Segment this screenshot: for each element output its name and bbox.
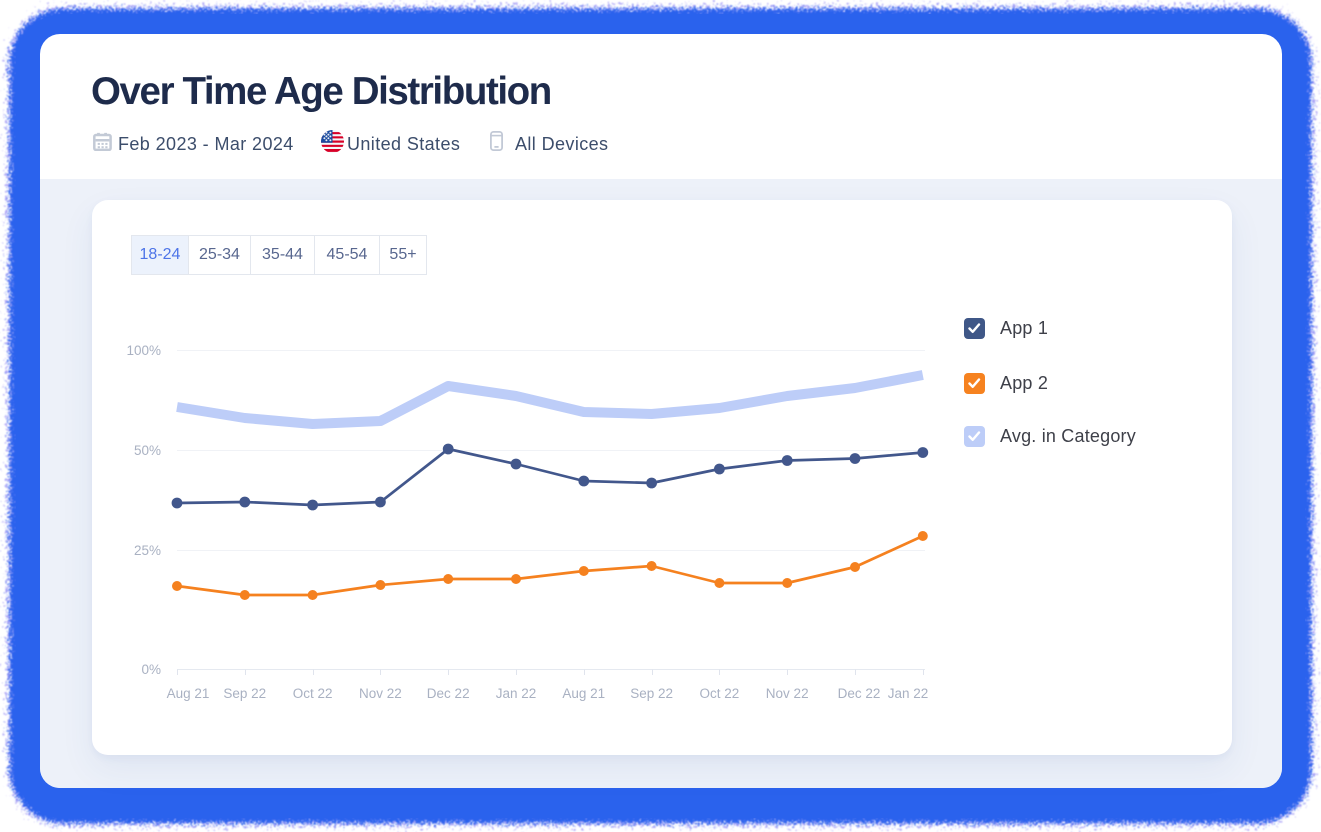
svg-text:Nov 22: Nov 22 (766, 686, 809, 701)
svg-text:Sep 22: Sep 22 (630, 686, 673, 701)
svg-text:Dec 22: Dec 22 (427, 686, 470, 701)
svg-text:Dec 22: Dec 22 (838, 686, 881, 701)
svg-text:100%: 100% (126, 343, 161, 358)
svg-text:Aug 21: Aug 21 (167, 686, 210, 701)
svg-text:Jan 22: Jan 22 (496, 686, 537, 701)
svg-text:50%: 50% (134, 443, 161, 458)
svg-text:Nov 22: Nov 22 (359, 686, 402, 701)
svg-text:Sep 22: Sep 22 (223, 686, 266, 701)
svg-text:0%: 0% (141, 662, 161, 677)
svg-text:25%: 25% (134, 543, 161, 558)
svg-text:Oct 22: Oct 22 (293, 686, 333, 701)
svg-text:Oct 22: Oct 22 (700, 686, 740, 701)
svg-text:Aug 21: Aug 21 (562, 686, 605, 701)
svg-text:Jan 22: Jan 22 (888, 686, 929, 701)
